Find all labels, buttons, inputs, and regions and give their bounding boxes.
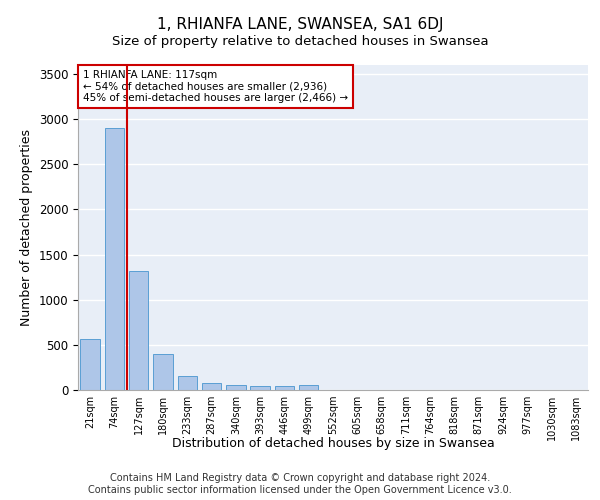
Bar — [275, 386, 294, 390]
Text: 1 RHIANFA LANE: 117sqm
← 54% of detached houses are smaller (2,936)
45% of semi-: 1 RHIANFA LANE: 117sqm ← 54% of detached… — [83, 70, 348, 103]
Text: Size of property relative to detached houses in Swansea: Size of property relative to detached ho… — [112, 35, 488, 48]
Bar — [153, 354, 173, 390]
Y-axis label: Number of detached properties: Number of detached properties — [20, 129, 33, 326]
Bar — [105, 128, 124, 390]
Bar — [250, 386, 270, 390]
Text: 1, RHIANFA LANE, SWANSEA, SA1 6DJ: 1, RHIANFA LANE, SWANSEA, SA1 6DJ — [157, 18, 443, 32]
Bar — [299, 385, 319, 390]
Bar — [226, 385, 245, 390]
Bar — [202, 383, 221, 390]
Bar — [178, 376, 197, 390]
Text: Contains HM Land Registry data © Crown copyright and database right 2024.
Contai: Contains HM Land Registry data © Crown c… — [88, 474, 512, 495]
Bar — [129, 271, 148, 390]
Text: Distribution of detached houses by size in Swansea: Distribution of detached houses by size … — [172, 438, 494, 450]
Bar — [80, 340, 100, 390]
